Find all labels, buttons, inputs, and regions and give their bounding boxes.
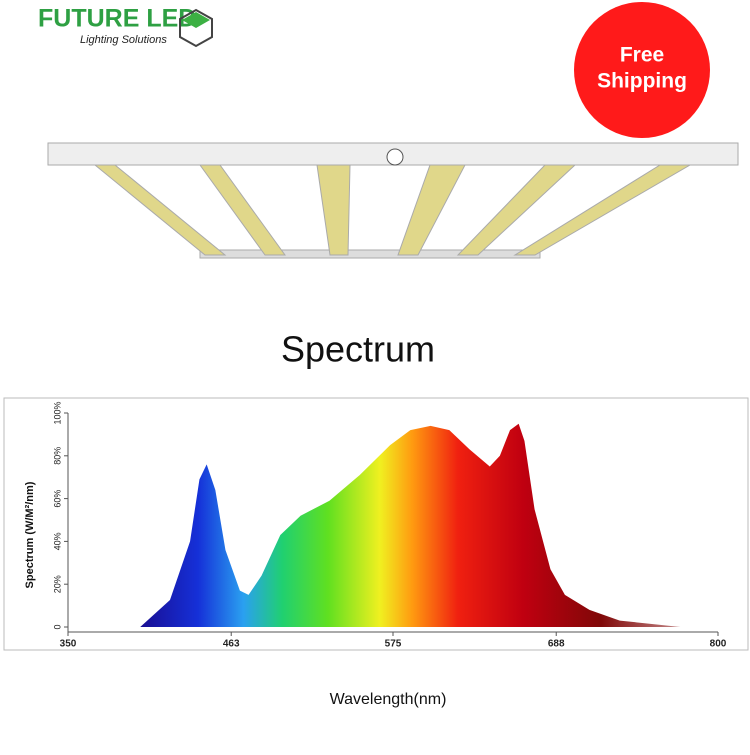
lamp-bar bbox=[456, 164, 577, 256]
x-tick-label: 350 bbox=[60, 639, 77, 650]
lamp bbox=[47, 142, 739, 259]
lamp-bar bbox=[513, 164, 692, 256]
badge-text: Shipping bbox=[597, 70, 687, 93]
x-tick-label: 800 bbox=[710, 639, 727, 650]
y-tick-label: 60% bbox=[52, 490, 62, 508]
lamp-hub bbox=[386, 148, 404, 166]
logo: FUTURE LED Lighting Solutions bbox=[38, 5, 213, 48]
chart-frame bbox=[3, 397, 749, 651]
x-axis-label: Wavelength(nm) bbox=[330, 691, 447, 708]
y-axis-label: Spectrum (W/M²/nm) bbox=[24, 481, 36, 588]
y-tick-label: 40% bbox=[52, 532, 62, 550]
logo-hex-top bbox=[182, 12, 210, 28]
badge-text: Free bbox=[620, 44, 664, 67]
tagline: Lighting Solutions bbox=[80, 34, 167, 46]
logo-hex bbox=[179, 8, 213, 48]
y-tick-label: 20% bbox=[52, 575, 62, 593]
lamp-bar bbox=[397, 164, 466, 256]
brand: FUTURE LED bbox=[38, 5, 196, 33]
free-shipping-badge: Free Shipping bbox=[574, 2, 710, 138]
lamp-bar bbox=[93, 164, 227, 256]
y-tick-label: 80% bbox=[52, 447, 62, 465]
lamp-frame bbox=[199, 249, 541, 259]
x-tick-label: 575 bbox=[385, 639, 402, 650]
y-tick-label: 0 bbox=[52, 624, 62, 629]
chart-title: Spectrum bbox=[281, 329, 435, 370]
spectrum-area bbox=[140, 423, 681, 627]
lamp-bar bbox=[199, 164, 286, 256]
x-tick-label: 463 bbox=[223, 639, 240, 650]
x-tick-label: 688 bbox=[548, 639, 565, 650]
lamp-bar bbox=[316, 164, 351, 256]
y-tick-label: 100% bbox=[52, 401, 62, 424]
badge-circle bbox=[574, 2, 710, 138]
